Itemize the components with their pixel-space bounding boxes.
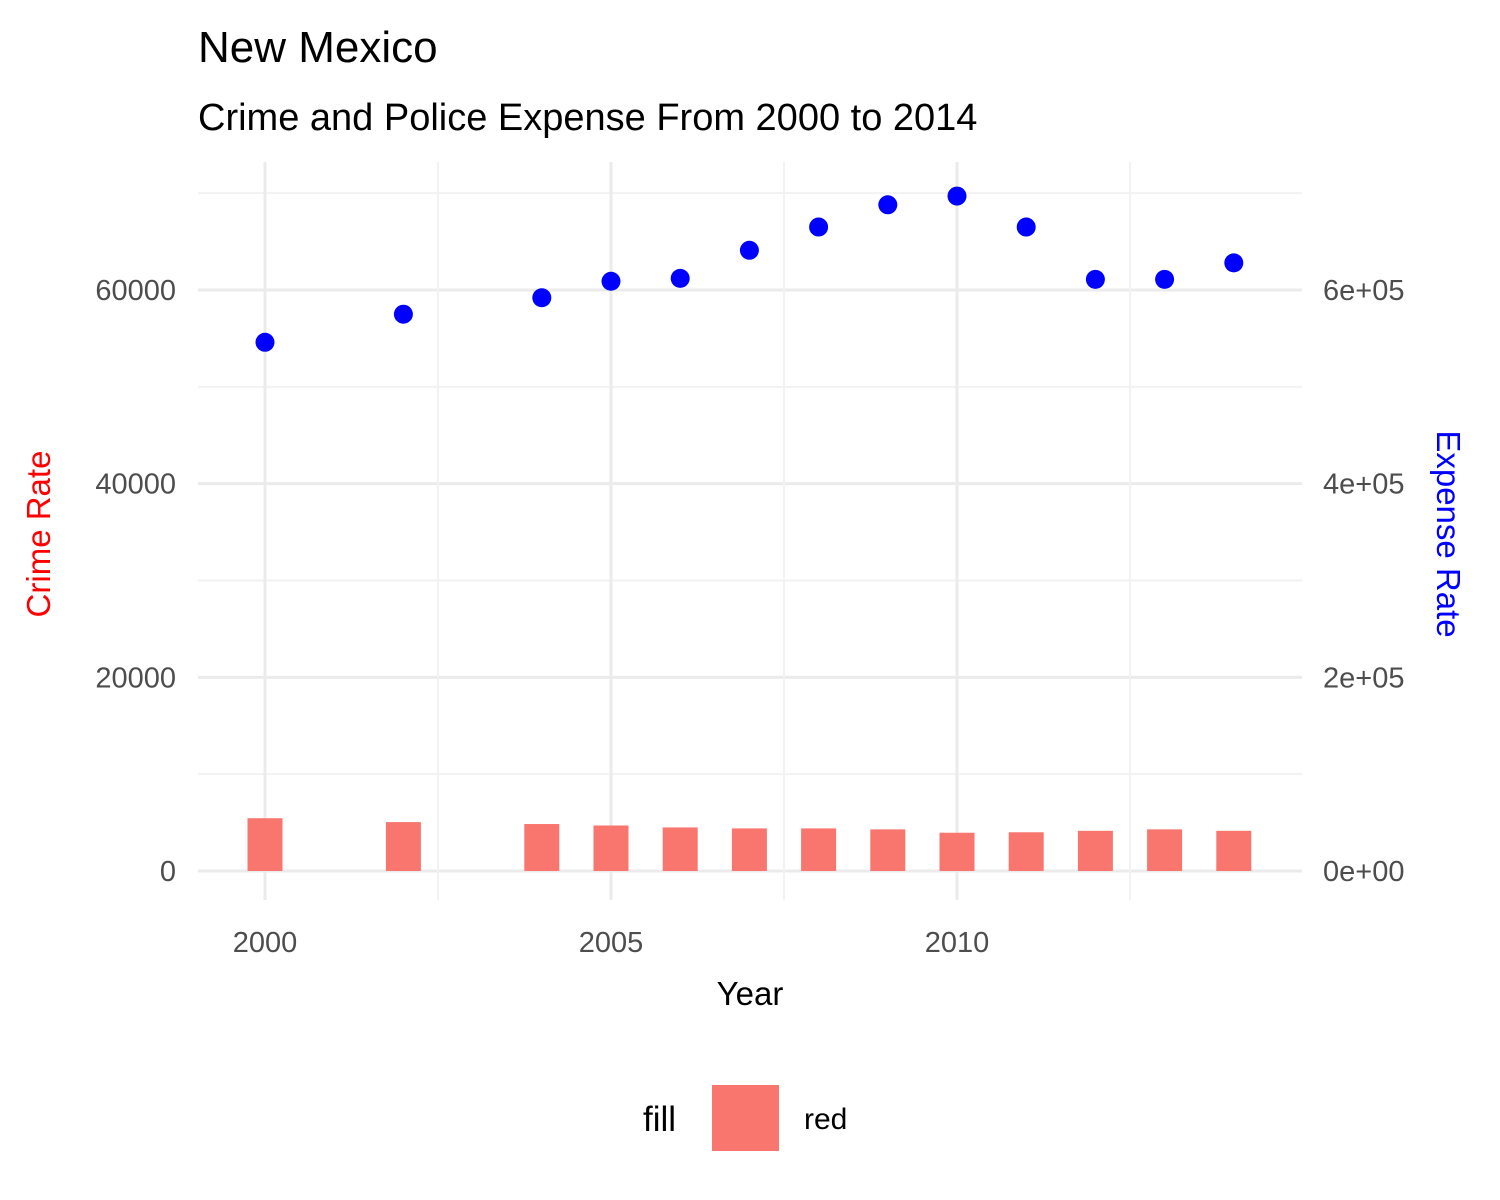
legend-key [712, 1085, 779, 1151]
expense-point [1155, 269, 1175, 289]
y-right-tick-label: 4e+05 [1323, 469, 1404, 501]
expense-point [1085, 269, 1105, 289]
y-left-tick-label: 40000 [95, 469, 176, 501]
y-axis-right-title: Expense Rate [1430, 430, 1467, 637]
expense-point [532, 288, 552, 308]
expense-point [1016, 217, 1036, 237]
crime-bar [385, 822, 421, 871]
legend-label: red [804, 1103, 847, 1136]
chart-subtitle: Crime and Police Expense From 2000 to 20… [198, 97, 977, 139]
expense-point [739, 240, 759, 260]
y-axis-left-title: Crime Rate [20, 451, 57, 618]
grid [198, 162, 1302, 900]
crime-bar [247, 818, 283, 871]
y-right-tick-label: 0e+00 [1323, 856, 1404, 888]
expense-point [1224, 253, 1244, 273]
y-left-tick-label: 60000 [95, 275, 176, 307]
crime-bar [731, 828, 767, 871]
crime-bars [247, 818, 1252, 871]
crime-bar [870, 829, 906, 871]
expense-point [255, 332, 275, 352]
x-axis-title: Year [717, 975, 784, 1012]
expense-point [809, 217, 829, 237]
y-right-tick-label: 6e+05 [1323, 275, 1404, 307]
crime-bar [1008, 832, 1044, 871]
expense-point [670, 268, 690, 288]
expense-point [947, 186, 967, 206]
x-tick-label: 2005 [579, 927, 644, 959]
y-right-tick-label: 2e+05 [1323, 662, 1404, 694]
crime-bar [1216, 830, 1252, 871]
legend: fill red [643, 1085, 847, 1151]
crime-bar [1147, 829, 1183, 871]
crime-bar [524, 824, 560, 871]
tick-labels: 2000 2005 2010 0 20000 40000 60000 0e+00 2e+05 4e… [95, 275, 1404, 959]
legend-title: fill [643, 1100, 676, 1139]
crime-bar [1077, 830, 1113, 871]
crime-bar [593, 825, 629, 871]
y-left-tick-label: 20000 [95, 662, 176, 694]
y-left-tick-label: 0 [160, 856, 176, 888]
chart-title: New Mexico [198, 23, 438, 72]
expense-point [601, 271, 621, 291]
crime-bar [939, 832, 975, 871]
crime-bar [801, 828, 837, 871]
expense-points [255, 186, 1244, 352]
expense-point [878, 195, 898, 215]
crime-bar [662, 827, 698, 871]
expense-point [393, 304, 413, 324]
x-tick-label: 2010 [925, 927, 990, 959]
x-tick-label: 2000 [233, 927, 298, 959]
